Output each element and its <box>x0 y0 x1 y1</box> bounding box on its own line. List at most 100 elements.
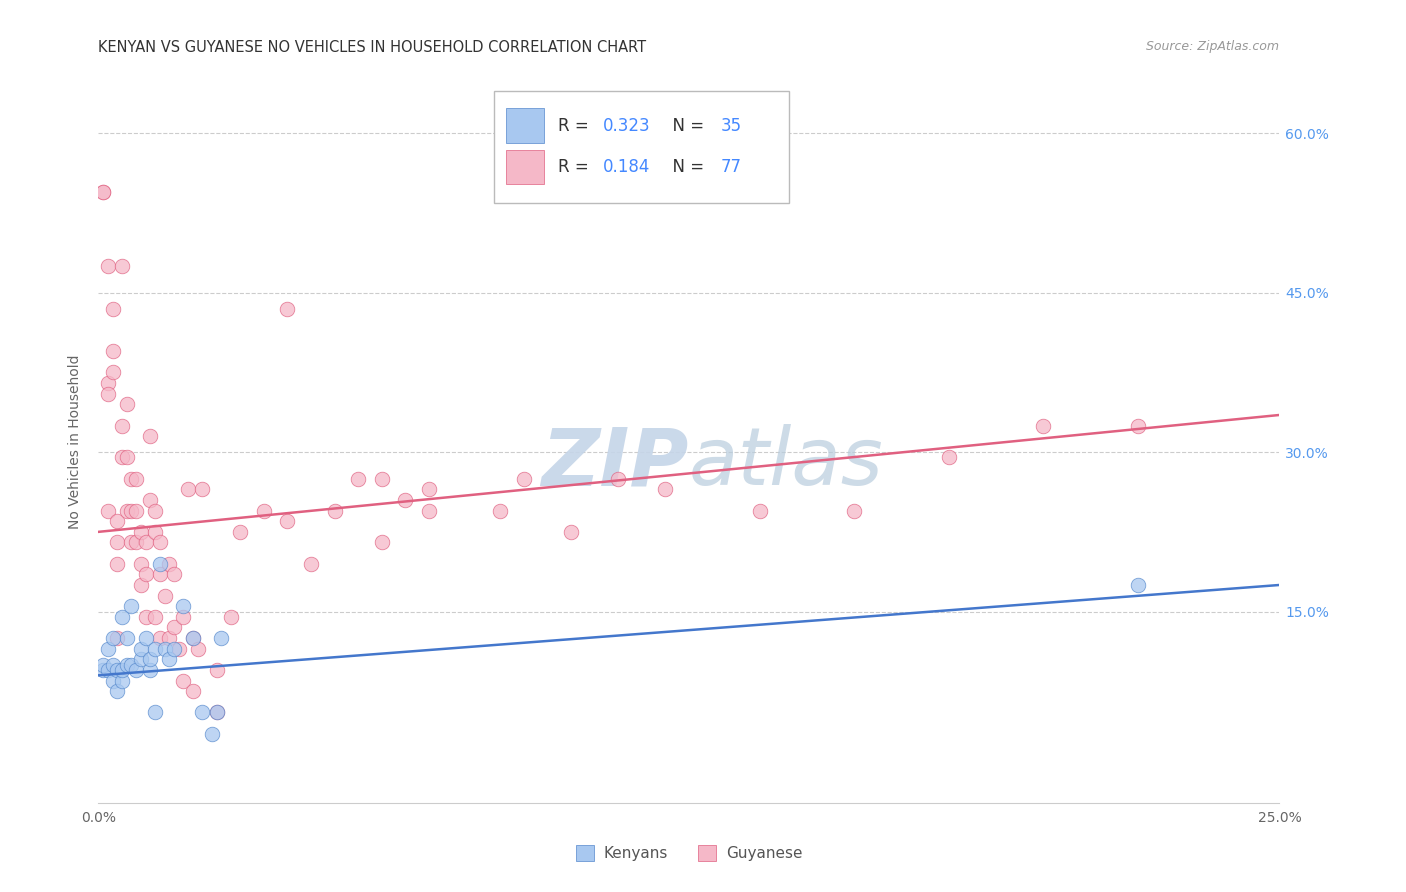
Point <box>101 673 124 688</box>
Point <box>205 706 228 720</box>
Point <box>149 557 172 571</box>
Point <box>938 450 960 465</box>
Text: 77: 77 <box>721 158 742 176</box>
Point <box>135 610 157 624</box>
Point <box>97 259 120 273</box>
Point <box>181 631 204 645</box>
Point <box>139 493 162 508</box>
Y-axis label: No Vehicles in Household: No Vehicles in Household <box>69 354 83 529</box>
Point <box>105 631 128 645</box>
Point <box>205 663 228 677</box>
Point <box>323 503 346 517</box>
Point <box>191 483 214 497</box>
Point <box>371 472 394 486</box>
Text: ZIP: ZIP <box>541 425 689 502</box>
Point <box>111 610 134 624</box>
Point <box>143 610 166 624</box>
Point <box>115 397 138 411</box>
Point <box>129 524 152 539</box>
Point <box>1032 418 1054 433</box>
Point <box>201 727 224 741</box>
Point <box>115 503 138 517</box>
Point <box>149 631 172 645</box>
Point <box>101 366 124 380</box>
Point <box>299 557 322 571</box>
Point <box>191 706 214 720</box>
Point <box>153 589 176 603</box>
Point <box>143 706 166 720</box>
Point <box>125 535 148 549</box>
Point <box>91 185 114 199</box>
Point <box>512 472 534 486</box>
Point <box>111 673 134 688</box>
Point <box>560 524 582 539</box>
Point <box>129 557 152 571</box>
Point <box>139 652 162 666</box>
Point <box>111 450 134 465</box>
Point <box>115 450 138 465</box>
Point <box>1126 578 1149 592</box>
Point <box>111 663 134 677</box>
Point <box>105 684 128 698</box>
Point <box>121 599 143 614</box>
Point <box>181 684 204 698</box>
Point <box>125 503 148 517</box>
Legend: Kenyans, Guyanese: Kenyans, Guyanese <box>569 839 808 867</box>
Point <box>105 663 128 677</box>
Text: R =: R = <box>558 158 593 176</box>
Point <box>111 418 134 433</box>
Text: KENYAN VS GUYANESE NO VEHICLES IN HOUSEHOLD CORRELATION CHART: KENYAN VS GUYANESE NO VEHICLES IN HOUSEH… <box>98 40 647 55</box>
Point <box>844 503 866 517</box>
Point <box>253 503 276 517</box>
Text: Source: ZipAtlas.com: Source: ZipAtlas.com <box>1146 40 1279 54</box>
Point <box>187 641 209 656</box>
Point <box>115 631 138 645</box>
Point <box>121 472 143 486</box>
Point <box>139 663 162 677</box>
Point <box>101 301 124 316</box>
Point <box>418 503 440 517</box>
Point <box>1126 418 1149 433</box>
Bar <box>506 109 544 143</box>
FancyBboxPatch shape <box>494 91 789 203</box>
Point <box>181 631 204 645</box>
Point <box>748 503 770 517</box>
Point <box>101 657 124 672</box>
Point <box>172 599 194 614</box>
Point <box>121 535 143 549</box>
Point <box>394 493 416 508</box>
Point <box>105 535 128 549</box>
Text: N =: N = <box>662 117 709 135</box>
Point <box>129 652 152 666</box>
Point <box>143 524 166 539</box>
Point <box>219 610 242 624</box>
Point <box>418 483 440 497</box>
Point <box>135 631 157 645</box>
Text: N =: N = <box>662 158 709 176</box>
Text: R =: R = <box>558 117 593 135</box>
Point <box>153 641 176 656</box>
Point <box>167 641 190 656</box>
Text: 0.184: 0.184 <box>603 158 650 176</box>
Point <box>129 578 152 592</box>
Point <box>276 514 298 528</box>
Point <box>111 259 134 273</box>
Point <box>157 631 180 645</box>
Point <box>91 657 114 672</box>
Point <box>205 706 228 720</box>
Point <box>121 503 143 517</box>
Text: 0.323: 0.323 <box>603 117 651 135</box>
Point <box>115 657 138 672</box>
Point <box>163 567 186 582</box>
Point <box>105 514 128 528</box>
Text: 35: 35 <box>721 117 742 135</box>
Point <box>97 376 120 390</box>
Point <box>347 472 370 486</box>
Point <box>157 557 180 571</box>
Point <box>139 429 162 443</box>
Point <box>91 663 114 677</box>
Point <box>209 631 232 645</box>
Point <box>91 185 114 199</box>
Point <box>143 503 166 517</box>
Point <box>149 535 172 549</box>
